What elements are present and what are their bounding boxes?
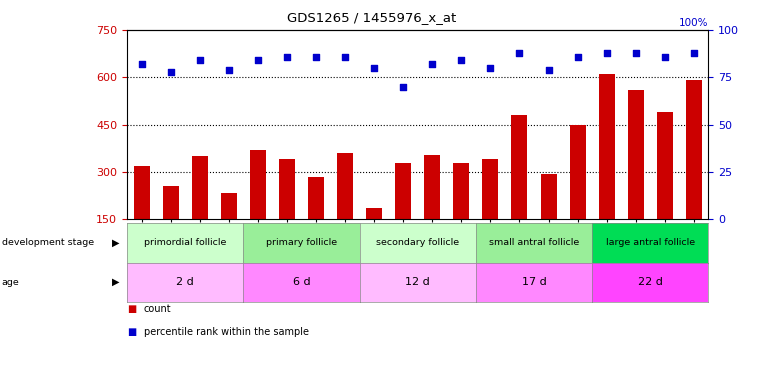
Point [514,50,526,56]
Text: primary follicle: primary follicle [266,238,337,248]
Bar [395,163,411,219]
Bar [192,156,208,219]
Bar [598,74,614,219]
Bar [279,159,295,219]
Bar [133,166,149,219]
Text: ■: ■ [127,304,136,314]
Bar [511,115,527,219]
Text: GDS1265 / 1455976_x_at: GDS1265 / 1455976_x_at [286,11,456,24]
Text: 100%: 100% [679,18,708,28]
Text: ▶: ▶ [112,238,119,248]
Point [630,50,642,56]
Point [281,54,293,60]
Text: secondary follicle: secondary follicle [377,238,459,248]
Text: 22 d: 22 d [638,277,663,287]
Point [426,61,438,67]
Bar [424,154,440,219]
Text: 12 d: 12 d [405,277,430,287]
Bar [686,81,702,219]
Point [571,54,584,60]
Bar [570,124,586,219]
Point [252,57,264,63]
Text: ▶: ▶ [112,277,119,287]
Point [136,61,148,67]
Text: 17 d: 17 d [521,277,547,287]
Text: age: age [2,278,19,286]
Bar [308,177,324,219]
Text: 2 d: 2 d [176,277,194,287]
Bar [657,112,673,219]
Point [688,50,700,56]
Bar [482,159,498,219]
Bar [366,209,382,219]
Text: ■: ■ [127,327,136,337]
Point [310,54,322,60]
Point [658,54,671,60]
Bar [249,150,266,219]
Text: percentile rank within the sample: percentile rank within the sample [144,327,309,337]
Point [223,67,235,73]
Text: 6 d: 6 d [293,277,310,287]
Point [368,65,380,71]
Point [601,50,613,56]
Point [484,65,497,71]
Point [397,84,410,90]
Bar [221,192,237,219]
Point [193,57,206,63]
Bar [162,186,179,219]
Text: large antral follicle: large antral follicle [606,238,695,248]
Text: primordial follicle: primordial follicle [144,238,226,248]
Text: small antral follicle: small antral follicle [489,238,579,248]
Point [542,67,554,73]
Text: development stage: development stage [2,238,94,248]
Point [455,57,467,63]
Point [165,69,177,75]
Bar [628,90,644,219]
Point [339,54,351,60]
Bar [541,174,557,219]
Text: count: count [144,304,172,314]
Bar [337,153,353,219]
Bar [454,163,470,219]
